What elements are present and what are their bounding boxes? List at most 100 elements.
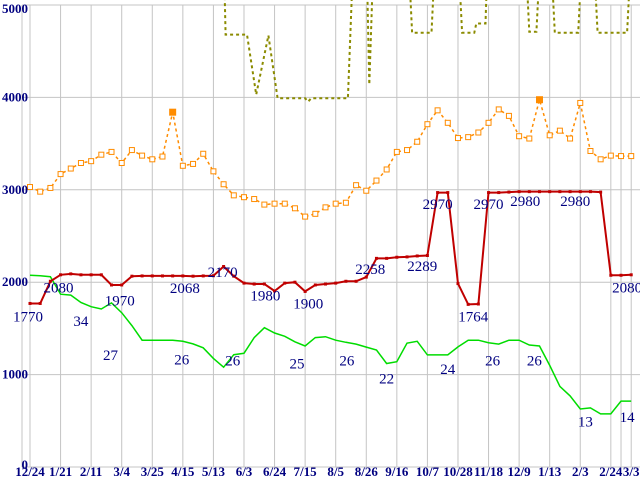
marker <box>201 274 205 278</box>
marker <box>332 200 339 207</box>
marker <box>363 187 370 194</box>
marker <box>69 272 73 276</box>
marker <box>454 135 461 142</box>
marker <box>405 255 409 259</box>
x-tick-label: 12/24 <box>15 464 45 479</box>
x-tick-label: 8/5 <box>327 464 344 479</box>
marker <box>342 199 349 206</box>
x-tick-label: 6/24 <box>263 464 287 479</box>
red-line-value-label: 2258 <box>355 262 385 278</box>
marker <box>587 147 594 154</box>
marker <box>607 152 614 159</box>
red-line-value-label: 1970 <box>105 294 135 310</box>
marker <box>171 274 175 278</box>
x-tick-label: 8/26 <box>355 464 379 479</box>
x-tick-label: 2/24 <box>599 464 623 479</box>
red-line-value-label: 2970 <box>423 197 453 213</box>
x-tick-label: 3/3 <box>623 464 640 479</box>
marker <box>628 153 635 160</box>
marker <box>302 213 309 220</box>
marker <box>273 289 277 293</box>
marker <box>353 182 360 189</box>
marker <box>344 279 348 283</box>
marker-filled <box>169 108 177 116</box>
marker <box>354 279 358 283</box>
marker <box>110 283 114 287</box>
marker <box>211 274 215 278</box>
marker <box>548 190 552 194</box>
x-tick-label: 2/3 <box>572 464 589 479</box>
marker <box>609 273 613 277</box>
marker <box>578 190 582 194</box>
marker <box>99 273 103 277</box>
marker <box>179 162 186 169</box>
marker <box>252 282 256 286</box>
green-line-value-label: 26 <box>174 352 190 368</box>
marker <box>130 274 134 278</box>
marker <box>220 181 227 188</box>
marker <box>57 171 64 178</box>
axes <box>21 5 640 468</box>
red-line-markers <box>28 190 633 306</box>
marker <box>526 135 533 142</box>
x-tick-label: 2/11 <box>80 464 102 479</box>
red-line-value-label: 2080 <box>44 281 74 297</box>
marker <box>261 201 268 208</box>
marker <box>139 152 146 159</box>
x-axis-labels: 12/24 1/21 2/11 3/4 3/25 4/15 5/13 6/3 6/24 7/15 8… <box>15 464 640 479</box>
marker <box>140 274 144 278</box>
green-line-path <box>29 274 632 415</box>
marker <box>303 289 307 293</box>
gridlines <box>22 4 640 467</box>
x-tick-label: 4/15 <box>171 464 195 479</box>
marker <box>150 274 154 278</box>
marker <box>281 200 288 207</box>
marker <box>425 253 429 257</box>
marker <box>191 274 195 278</box>
marker <box>128 147 135 154</box>
marker <box>312 210 319 217</box>
y-axis-labels: 5000 4000 3000 2000 1000 0 <box>2 1 28 472</box>
marker <box>567 135 574 142</box>
green-line-value-label: 24 <box>440 362 456 378</box>
red-line-value-label: 1900 <box>293 297 323 313</box>
series-olive-dashed-line <box>223 0 630 104</box>
red-line-value-label: 2289 <box>407 259 437 275</box>
red-line-value-label: 2980 <box>510 194 540 210</box>
marker <box>200 150 207 157</box>
red-line-value-label: 2170 <box>208 265 238 281</box>
marker <box>577 99 584 106</box>
marker <box>334 281 338 285</box>
marker <box>516 133 523 140</box>
x-tick-label: 3/4 <box>113 464 130 479</box>
y-tick-label: 4000 <box>2 89 28 104</box>
marker <box>28 301 32 305</box>
green-line-value-label: 26 <box>339 353 355 369</box>
marker <box>232 274 236 278</box>
marker <box>47 184 54 191</box>
marker <box>373 177 380 184</box>
marker <box>181 274 185 278</box>
x-tick-label: 1/21 <box>49 464 72 479</box>
marker <box>599 190 603 194</box>
marker <box>507 190 511 194</box>
marker <box>485 119 492 126</box>
marker <box>27 184 33 191</box>
x-tick-label: 9/16 <box>385 464 409 479</box>
marker <box>313 283 317 287</box>
green-line-value-label: 27 <box>103 348 119 364</box>
x-tick-label: 11/18 <box>474 464 503 479</box>
marker <box>67 165 74 172</box>
series-red-line <box>30 190 632 306</box>
marker <box>291 205 298 212</box>
marker <box>37 188 44 195</box>
marker <box>414 138 421 145</box>
y-tick-label: 3000 <box>2 182 28 197</box>
x-tick-label: 7/15 <box>294 464 318 479</box>
x-tick-label: 10/28 <box>443 464 473 479</box>
marker <box>629 273 633 277</box>
marker <box>240 194 247 201</box>
marker <box>293 280 297 284</box>
series-green-line <box>29 274 632 415</box>
